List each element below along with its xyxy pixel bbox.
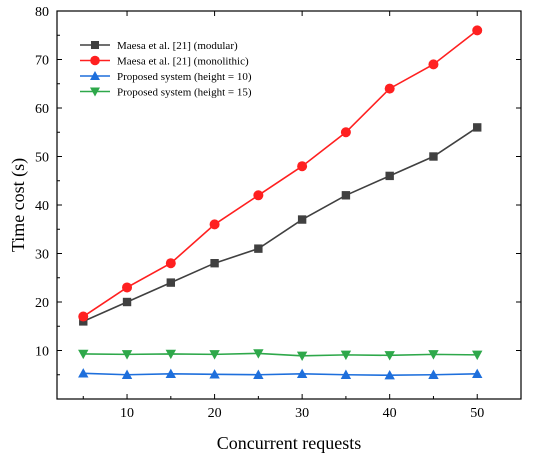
series-2 — [78, 25, 483, 322]
data-point — [429, 152, 438, 161]
data-point — [384, 370, 395, 380]
legend-label: Proposed system (height = 15) — [117, 87, 252, 99]
data-point — [253, 369, 264, 379]
series-4 — [78, 349, 483, 362]
data-point — [121, 369, 133, 379]
data-point — [254, 244, 263, 253]
series-line — [82, 29, 478, 318]
data-point — [253, 190, 264, 201]
data-point — [296, 351, 308, 362]
y-tick-label: 80 — [35, 5, 49, 20]
data-point — [122, 282, 133, 293]
data-point — [165, 349, 177, 360]
data-point — [210, 259, 219, 268]
data-point — [472, 25, 483, 36]
data-point — [472, 368, 483, 378]
legend-marker — [91, 41, 99, 49]
data-point — [428, 59, 439, 70]
data-point — [78, 349, 89, 360]
legend-label: Maesa et al. [21] (modular) — [117, 40, 238, 52]
data-point — [121, 350, 133, 360]
legend-marker — [90, 71, 100, 80]
y-tick-label: 60 — [35, 102, 49, 117]
series-line — [82, 126, 478, 323]
y-axis-title: Time cost (s) — [8, 158, 29, 252]
data-point — [340, 127, 351, 138]
series-line — [83, 372, 478, 377]
y-tick-label: 70 — [35, 54, 49, 69]
x-tick-label: 50 — [470, 406, 484, 421]
y-tick-label: 30 — [35, 248, 49, 263]
data-point — [428, 350, 439, 360]
data-point — [78, 368, 89, 378]
legend-label: Proposed system (height = 10) — [117, 71, 252, 83]
data-point — [209, 219, 220, 230]
data-point — [209, 369, 220, 379]
legend: Maesa et al. [21] (modular) Maesa et al. … — [80, 40, 252, 99]
data-point — [165, 258, 176, 269]
data-point — [473, 123, 482, 132]
y-tick-label: 50 — [35, 151, 49, 166]
series-layer — [78, 25, 483, 380]
data-point — [340, 350, 352, 361]
data-point — [472, 350, 483, 361]
data-point — [296, 368, 308, 378]
axes: 10 20 30 40 50 10 20 30 40 50 60 70 80 — [35, 5, 522, 421]
data-point — [209, 350, 220, 360]
legend-marker — [90, 87, 100, 97]
data-point — [165, 368, 177, 378]
x-tick-label: 30 — [295, 406, 309, 421]
series-1 — [79, 123, 482, 326]
x-tick-label: 20 — [208, 406, 222, 421]
x-tick-label: 10 — [120, 406, 134, 421]
legend-label: Maesa et al. [21] (monolithic) — [117, 56, 249, 68]
series-3 — [78, 368, 483, 380]
data-point — [341, 191, 351, 200]
plot-frame — [56, 10, 522, 400]
data-point — [428, 369, 439, 379]
data-point — [384, 83, 395, 94]
data-point — [166, 278, 176, 287]
data-point — [340, 369, 352, 379]
data-point — [253, 349, 264, 359]
data-point — [297, 161, 308, 172]
y-tick-label: 40 — [35, 199, 49, 214]
y-tick-label: 20 — [35, 296, 49, 311]
series-line — [83, 352, 478, 357]
data-point — [122, 297, 132, 307]
data-point — [78, 311, 89, 322]
x-axis-title: Concurrent requests — [217, 433, 361, 453]
data-point — [384, 351, 395, 361]
legend-marker — [90, 55, 100, 66]
y-tick-label: 10 — [35, 345, 49, 360]
data-point — [385, 171, 394, 181]
data-point — [297, 215, 307, 224]
x-tick-label: 40 — [383, 406, 397, 421]
